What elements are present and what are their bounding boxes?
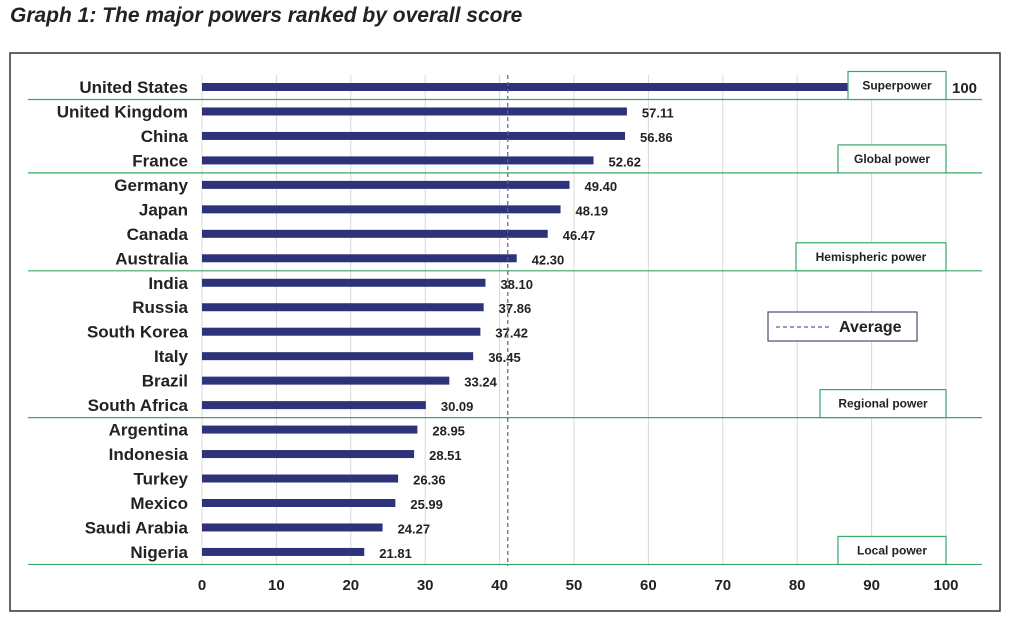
tier-label-box xyxy=(837,144,947,174)
bar xyxy=(202,547,365,556)
tier-label-box xyxy=(795,242,947,272)
category-label: Turkey xyxy=(134,470,189,489)
category-label: Germany xyxy=(114,176,188,195)
x-tick-label: 70 xyxy=(714,577,731,594)
value-label: 37.86 xyxy=(499,301,532,316)
bar xyxy=(202,450,415,459)
bar xyxy=(202,523,383,532)
value-label: 46.47 xyxy=(563,228,596,243)
value-label: 57.11 xyxy=(642,105,674,120)
category-label: India xyxy=(148,274,188,293)
bar xyxy=(202,376,450,385)
value-label: 49.40 xyxy=(585,179,618,194)
x-tick-label: 80 xyxy=(789,577,806,594)
value-label: 38.10 xyxy=(500,277,533,292)
bar xyxy=(202,327,481,336)
category-label: South Korea xyxy=(87,323,189,342)
bar xyxy=(202,498,396,507)
category-label: South Africa xyxy=(88,396,189,415)
category-label: Indonesia xyxy=(109,445,189,464)
legend-label: Average xyxy=(839,319,902,336)
category-label: China xyxy=(141,127,189,146)
category-label: Australia xyxy=(115,249,188,268)
tier-label: Superpower xyxy=(862,79,932,93)
chart-title: Graph 1: The major powers ranked by over… xyxy=(10,4,523,27)
x-tick-label: 60 xyxy=(640,577,657,594)
category-label: Argentina xyxy=(109,421,189,440)
category-label: France xyxy=(132,151,188,170)
tier-label: Regional power xyxy=(838,397,928,411)
category-label: United Kingdom xyxy=(57,102,188,121)
tier-label-box xyxy=(819,389,947,419)
x-tick-label: 10 xyxy=(268,577,285,594)
tier-label-box xyxy=(847,70,947,101)
value-label: 52.62 xyxy=(608,154,641,169)
bar xyxy=(202,474,399,483)
category-label: Saudi Arabia xyxy=(85,518,189,537)
category-label: Canada xyxy=(127,225,189,244)
value-label: 42.30 xyxy=(532,252,565,267)
category-label: Japan xyxy=(139,200,188,219)
x-tick-label: 0 xyxy=(198,577,206,594)
tier-label: Hemispheric power xyxy=(816,250,927,264)
x-tick-label: 40 xyxy=(491,577,508,594)
x-tick-label: 20 xyxy=(342,577,359,594)
bar xyxy=(202,303,484,312)
category-label: Nigeria xyxy=(130,543,188,562)
category-label: United States xyxy=(79,78,188,97)
value-label: 30.09 xyxy=(441,399,474,414)
value-label: 28.95 xyxy=(432,424,465,439)
bar xyxy=(202,156,594,165)
bar xyxy=(202,107,627,116)
x-tick-label: 90 xyxy=(863,577,880,594)
value-label: 28.51 xyxy=(429,448,462,463)
value-label: 100 xyxy=(952,80,977,97)
value-label: 37.42 xyxy=(495,326,528,341)
x-tick-label: 100 xyxy=(933,577,958,594)
tier-label: Global power xyxy=(854,152,930,166)
category-label: Italy xyxy=(154,347,189,366)
value-label: 24.27 xyxy=(398,521,431,536)
bar xyxy=(202,131,626,140)
bar xyxy=(202,180,570,189)
value-label: 48.19 xyxy=(576,203,609,218)
chart-frame xyxy=(9,52,1001,612)
value-label: 33.24 xyxy=(464,375,497,390)
value-label: 25.99 xyxy=(410,497,443,512)
bar xyxy=(202,278,486,287)
x-tick-label: 50 xyxy=(566,577,583,594)
value-label: 21.81 xyxy=(379,546,412,561)
x-tick-label: 30 xyxy=(417,577,434,594)
bar xyxy=(202,425,418,434)
bar xyxy=(202,205,561,214)
bar xyxy=(202,229,548,238)
category-label: Brazil xyxy=(142,372,188,391)
value-label: 26.36 xyxy=(413,473,446,488)
tier-label: Local power xyxy=(857,543,927,557)
category-label: Mexico xyxy=(130,494,188,513)
value-label: 56.86 xyxy=(640,130,673,145)
bar xyxy=(202,254,517,263)
tier-label-box xyxy=(837,535,947,566)
category-label: Russia xyxy=(132,298,188,317)
bar xyxy=(202,352,474,361)
bar xyxy=(202,83,946,91)
bar xyxy=(202,401,426,410)
value-label: 36.45 xyxy=(488,350,521,365)
